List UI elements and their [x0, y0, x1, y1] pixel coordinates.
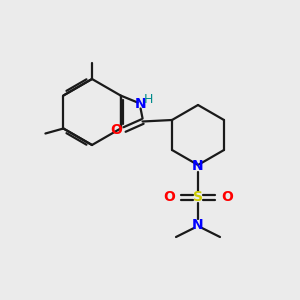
- Text: O: O: [221, 190, 233, 204]
- Text: N: N: [192, 159, 204, 173]
- Text: O: O: [111, 124, 122, 137]
- Text: N: N: [135, 97, 146, 110]
- Text: H: H: [144, 93, 153, 106]
- Text: O: O: [163, 190, 175, 204]
- Text: N: N: [192, 218, 204, 232]
- Text: S: S: [193, 190, 203, 204]
